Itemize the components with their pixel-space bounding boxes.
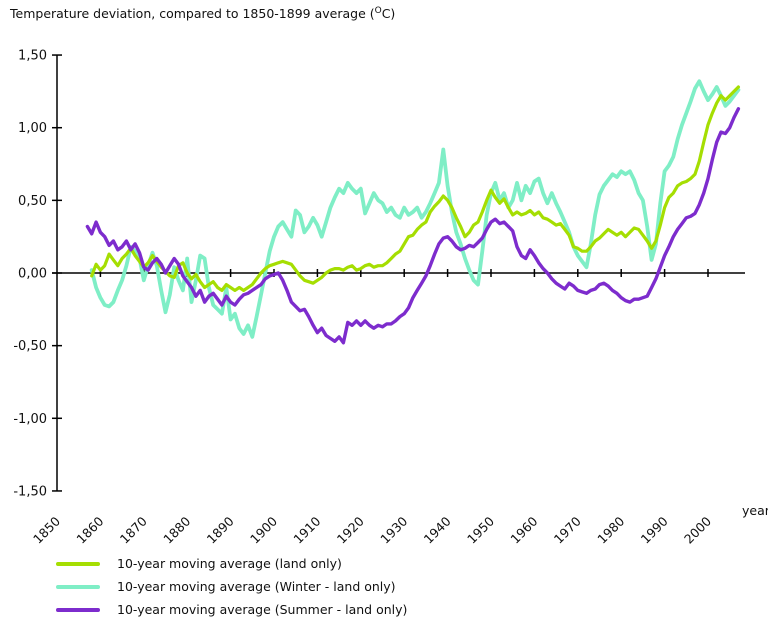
x-axis-tick-label: 1950 [464,513,497,546]
x-axis-title: year [742,503,768,518]
y-axis-tick-label: 1,00 [18,121,47,136]
y-axis-tick-label: 1,50 [18,49,47,64]
legend-label-annual: 10-year moving average (land only) [117,556,342,571]
y-axis-tick-label: 0,50 [18,194,47,209]
x-axis-tick-label: 1970 [551,513,584,546]
legend-swatch-summer [56,607,100,612]
legend-label-summer: 10-year moving average (Summer - land on… [117,602,408,617]
y-axis-tick-label: -1,00 [13,412,47,427]
series-line-summer [85,107,741,345]
series-line-annual [90,85,741,292]
y-axis-tick-label: -0,50 [13,339,47,354]
x-axis-tick-label: 1930 [377,513,410,546]
legend-item-annual: 10-year moving average (land only) [56,552,407,575]
y-axis-tick-label: -1,50 [13,484,47,499]
x-axis-tick-label: 1900 [247,513,280,546]
y-axis-tick-label: 0,00 [18,267,47,282]
x-axis-tick-label: 1910 [290,513,323,546]
legend-item-winter: 10-year moving average (Winter - land on… [56,575,407,598]
legend-swatch-winter [56,584,100,589]
x-axis-tick-label: 1980 [594,513,627,546]
degree-symbol: O [374,6,382,16]
series-line-winter [89,79,741,339]
x-axis-tick-label: 1870 [117,513,150,546]
x-axis-tick-label: 1880 [160,513,193,546]
legend-swatch-annual [56,561,100,566]
x-axis-tick-label: 1920 [334,513,367,546]
chart-legend: 10-year moving average (land only) 10-ye… [56,552,407,618]
chart-title: Temperature deviation, compared to 1850-… [10,6,395,21]
x-axis-tick-label: 1990 [638,513,671,546]
x-axis-tick-label: 1960 [507,513,540,546]
x-axis-tick-label: 2000 [681,513,714,546]
legend-item-summer: 10-year moving average (Summer - land on… [56,598,407,618]
chart-title-suffix: C) [381,6,396,22]
x-axis-tick-label: 1860 [73,513,106,546]
x-axis-tick-label: 1850 [30,513,63,546]
legend-label-winter: 10-year moving average (Winter - land on… [117,579,396,594]
chart-title-prefix: Temperature deviation, compared to 1850-… [10,6,375,22]
x-axis-tick-label: 1890 [204,513,237,546]
x-axis-tick-label: 1940 [421,513,454,546]
